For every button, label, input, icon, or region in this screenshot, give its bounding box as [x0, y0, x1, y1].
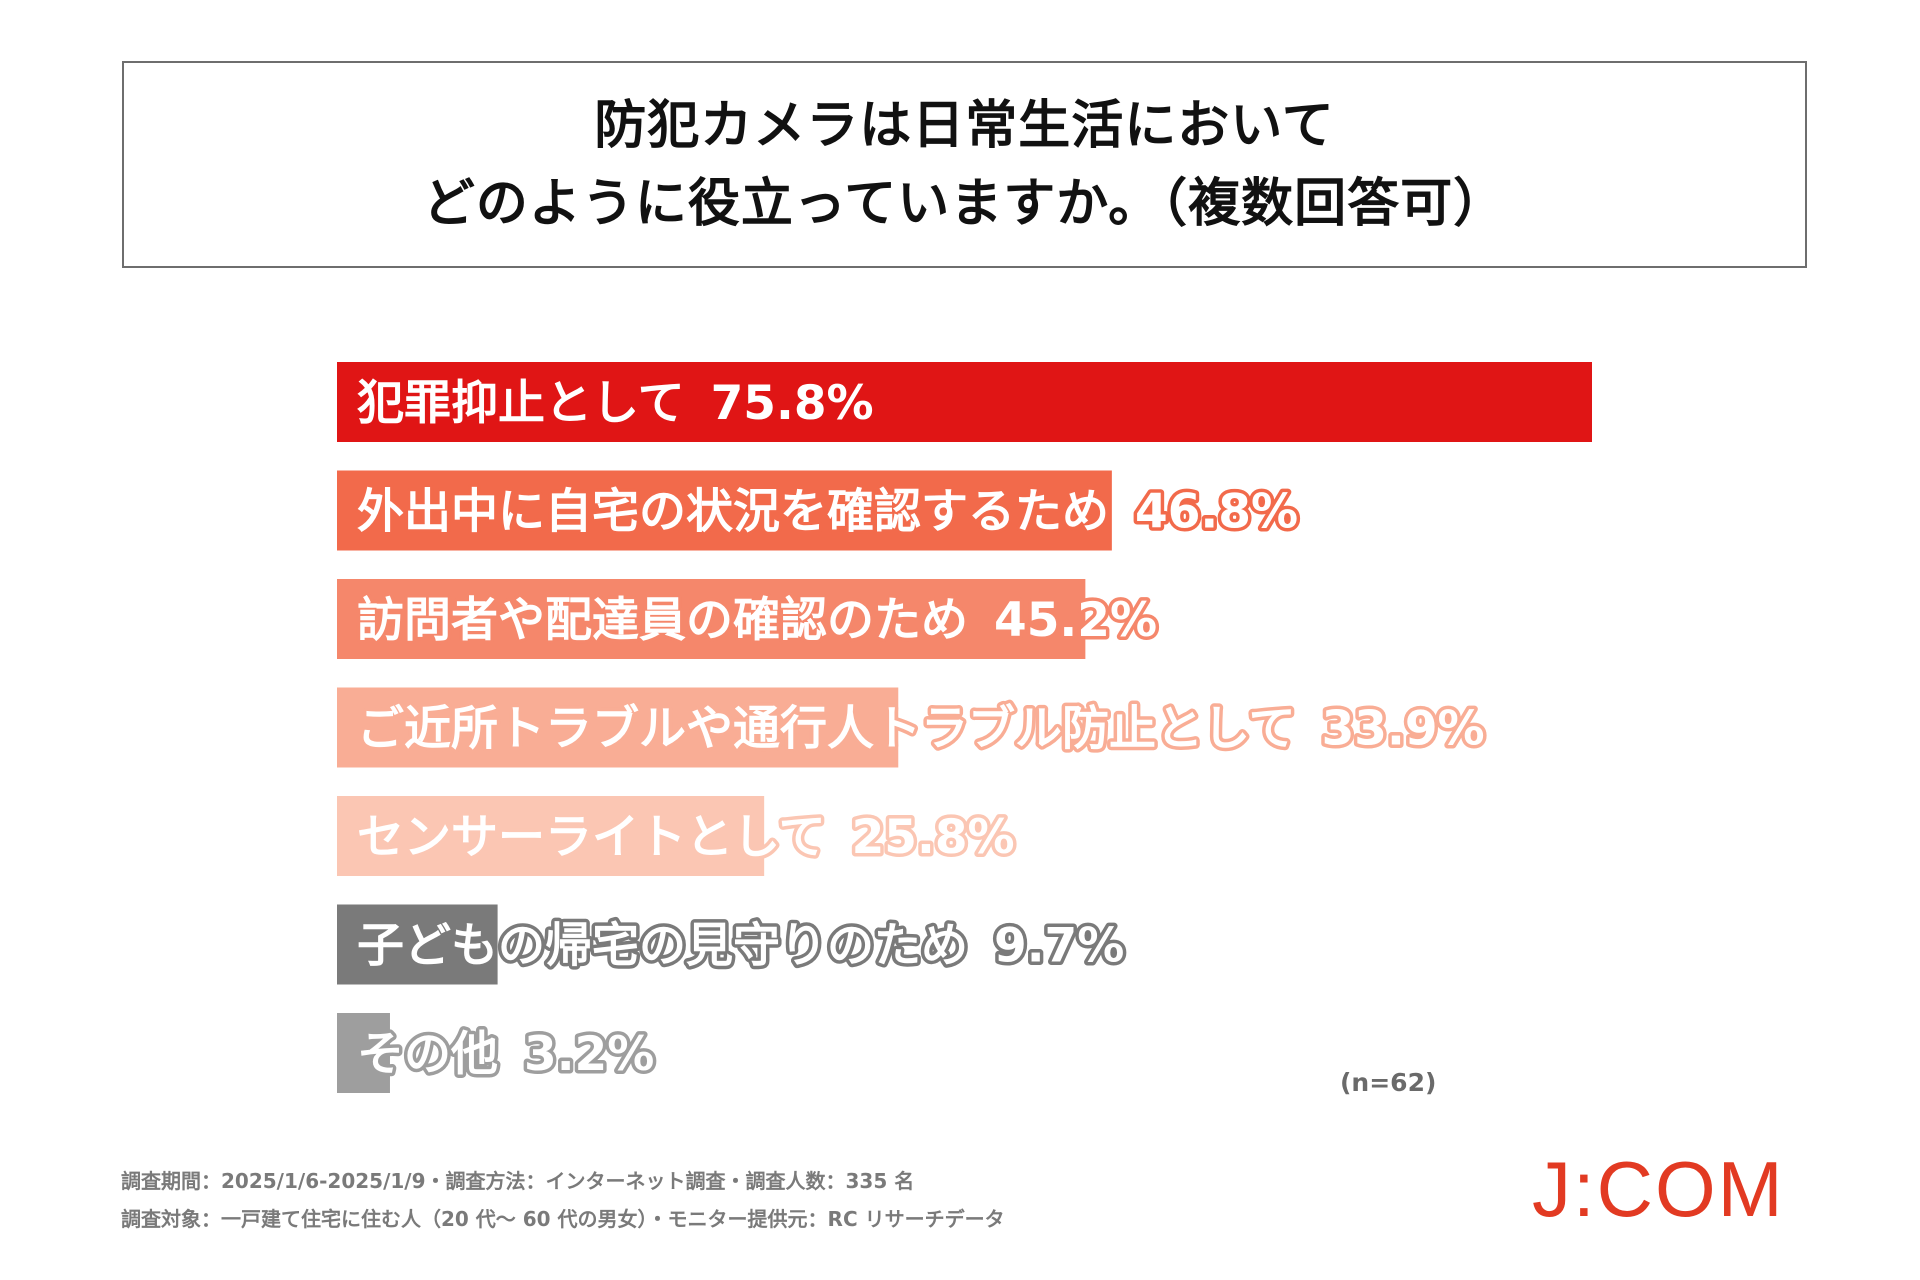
category-label-3: 訪問者や配達員の確認のため: [357, 593, 968, 648]
category-label-1: 犯罪抑止として: [357, 376, 685, 431]
bar-5: [337, 796, 765, 876]
bar-label-1: 犯罪抑止として 75.8%: [357, 376, 874, 431]
chart-title-line-2: どのように役立っていますか。（複数回答可）: [422, 173, 1507, 234]
value-label-1: 75.8%: [711, 376, 874, 431]
jcom-logo: J:COM: [1532, 1150, 1785, 1230]
value-label-2: 46.8%: [1135, 485, 1298, 540]
chart-title-box: 防犯カメラは日常生活において どのように役立っていますか。（複数回答可）: [122, 61, 1807, 268]
category-label-7: その他: [357, 1027, 498, 1082]
bar-chart: 犯罪抑止として 75.8% 外出中に自宅の状況を確認するため 46.8% 訪問者や配達員…: [337, 362, 1592, 1093]
sample-size-note: (n=62): [1340, 1068, 1437, 1097]
value-label-4: 33.9%: [1322, 702, 1485, 757]
survey-period-note: 調査期間：2025/1/6-2025/1/9・調査方法：インターネット調査・調査…: [121, 1169, 915, 1193]
category-label-2: 外出中に自宅の状況を確認するため: [357, 485, 1109, 540]
bar-label-6: 子どもの帰宅の見守りのため 9.7%: [357, 919, 1124, 974]
chart-title-line-1: 防犯カメラは日常生活において: [594, 95, 1335, 156]
category-label-6: 子どもの帰宅の見守りのため: [357, 919, 968, 974]
bar-2: [337, 470, 1112, 551]
category-label-5: センサーライトとして: [357, 810, 826, 865]
bar-label-5: センサーライトとして 25.8%: [357, 810, 1015, 865]
bar-3: [337, 579, 1086, 659]
bar-label-4: ご近所トラブルや通行人トラブル防止として 33.9%: [357, 702, 1485, 757]
value-label-7: 3.2%: [524, 1027, 654, 1082]
value-label-6: 9.7%: [994, 919, 1124, 974]
value-label-3: 45.2%: [994, 593, 1157, 648]
survey-target-note: 調査対象：一戸建て住宅に住む人（20 代～ 60 代の男女）・モニター提供元：R…: [121, 1207, 1005, 1231]
bar-6: [337, 904, 498, 985]
bar-label-2: 外出中に自宅の状況を確認するため 46.8%: [357, 485, 1298, 540]
bar-4: [337, 687, 899, 768]
bar-label-7: その他 3.2%: [357, 1027, 654, 1082]
svg-text:J:COM: J:COM: [1532, 1150, 1785, 1230]
bar-7: [337, 1013, 390, 1093]
bar-label-3: 訪問者や配達員の確認のため 45.2%: [357, 593, 1157, 648]
value-label-5: 25.8%: [852, 810, 1015, 865]
category-label-4: ご近所トラブルや通行人トラブル防止として: [357, 702, 1296, 757]
bar-1: [337, 362, 1592, 442]
